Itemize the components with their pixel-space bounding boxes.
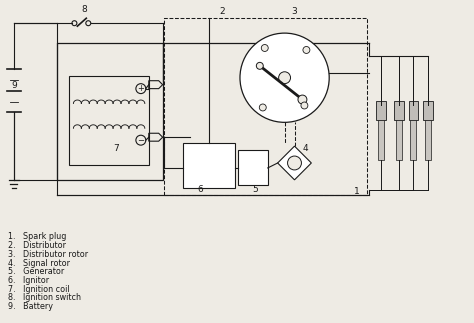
Bar (378, 120, 384, 160)
Text: 1: 1 (354, 187, 360, 196)
Text: 9.   Battery: 9. Battery (8, 302, 53, 311)
Text: −: − (137, 136, 145, 145)
Text: 5: 5 (252, 185, 258, 194)
Text: 6.   Ignitor: 6. Ignitor (8, 276, 49, 285)
Bar (423, 100, 433, 120)
Circle shape (136, 84, 146, 94)
Bar (411, 110, 415, 140)
Text: 1.   Spark plug: 1. Spark plug (8, 232, 66, 241)
Bar (183, 143, 235, 188)
Circle shape (240, 33, 329, 122)
Circle shape (86, 21, 91, 26)
Circle shape (303, 47, 310, 53)
Bar (426, 110, 430, 140)
Text: 9: 9 (11, 81, 17, 90)
Bar (164, 18, 367, 195)
Text: 5.   Generator: 5. Generator (8, 267, 64, 276)
Bar (409, 100, 419, 120)
Text: +: + (137, 84, 144, 93)
Bar (70, 76, 149, 165)
Text: 4.   Signal rotor: 4. Signal rotor (8, 258, 70, 267)
Polygon shape (278, 146, 311, 180)
Bar (376, 100, 386, 120)
Bar (410, 120, 417, 160)
Bar (393, 100, 403, 120)
Text: 3.   Distributor rotor: 3. Distributor rotor (8, 250, 88, 259)
Bar (238, 150, 268, 185)
Bar (425, 120, 431, 160)
Bar (379, 110, 383, 140)
Circle shape (288, 156, 301, 170)
Text: 2: 2 (219, 7, 225, 16)
Text: 6: 6 (198, 185, 203, 194)
Circle shape (279, 72, 291, 84)
Circle shape (72, 21, 77, 26)
Bar (56, 43, 163, 180)
Text: 8.   Ignition switch: 8. Ignition switch (8, 294, 81, 302)
Circle shape (261, 45, 268, 51)
Text: 8: 8 (82, 5, 87, 14)
Circle shape (301, 102, 308, 109)
Text: 3: 3 (292, 7, 297, 16)
Text: 7: 7 (113, 144, 119, 152)
Text: 2.   Distributor: 2. Distributor (8, 241, 66, 250)
Text: 4: 4 (302, 144, 308, 152)
Circle shape (298, 95, 307, 104)
Bar (396, 120, 401, 160)
Circle shape (136, 135, 146, 145)
Bar (397, 110, 401, 140)
Text: 7.   Ignition coil: 7. Ignition coil (8, 285, 70, 294)
Circle shape (256, 62, 263, 69)
Circle shape (259, 104, 266, 111)
